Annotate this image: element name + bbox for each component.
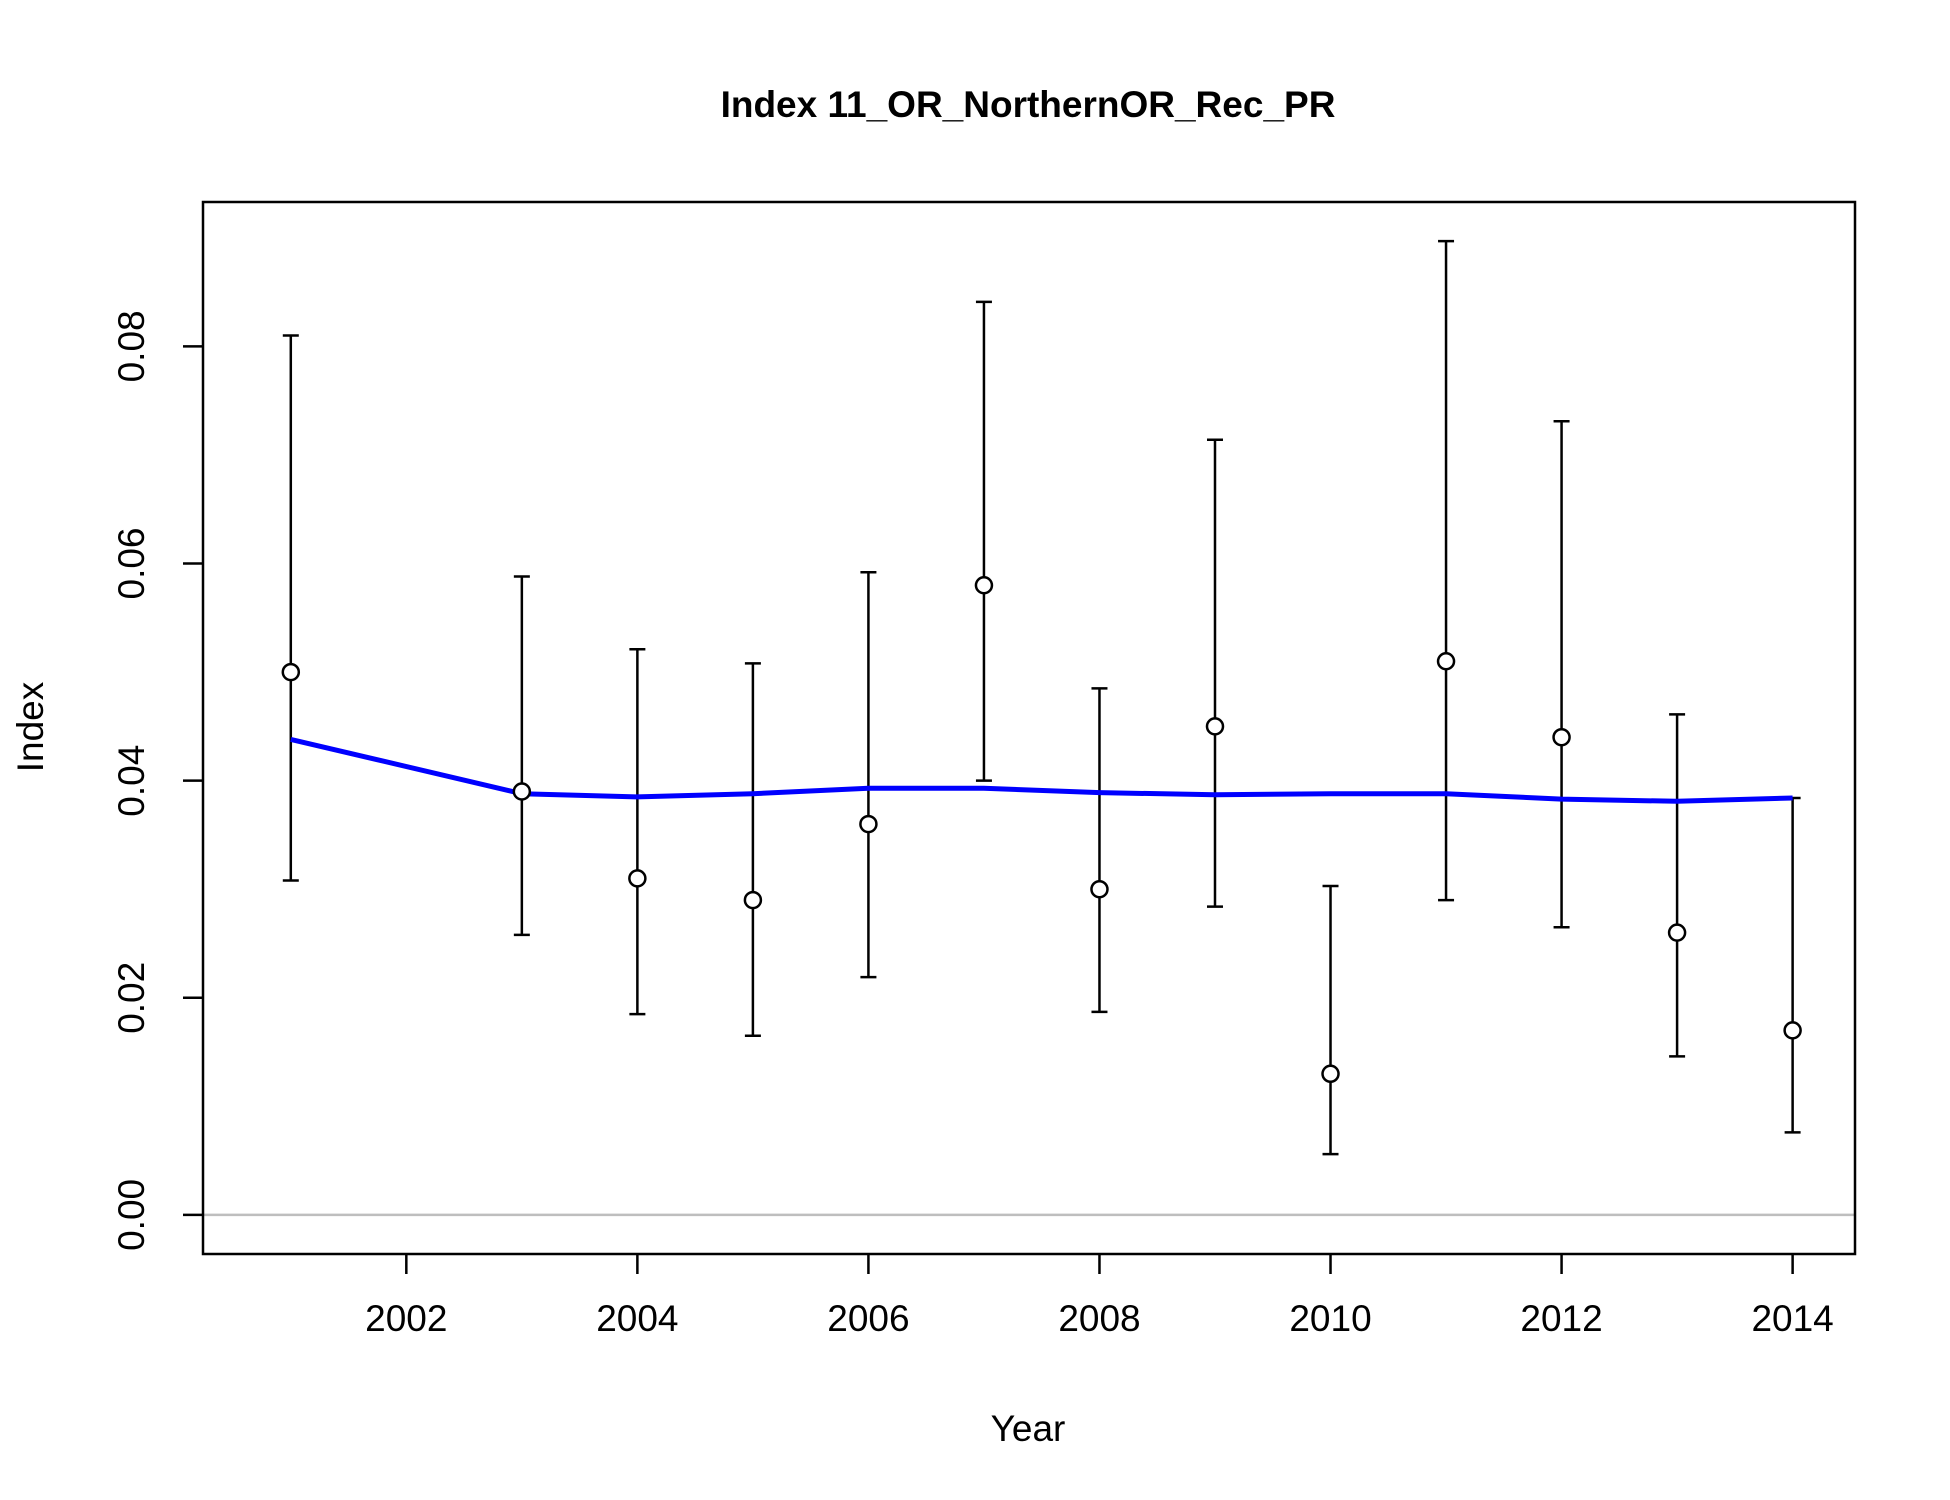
y-tick-label-2: 0.04 bbox=[111, 745, 152, 817]
observed-point-2007 bbox=[974, 575, 994, 595]
x-tick-label-2010: 2010 bbox=[1289, 1298, 1371, 1339]
x-axis-label: Year bbox=[991, 1408, 1066, 1449]
observed-point-2006 bbox=[859, 814, 878, 834]
plot-area: 2002 2004 2006 2008 2010 2012 2014 0.00 0.02 0.04… bbox=[111, 200, 1857, 1339]
y-axis-label: Index bbox=[10, 681, 51, 772]
expected-index-line bbox=[290, 736, 1793, 804]
x-tick-label-2008: 2008 bbox=[1058, 1298, 1140, 1339]
observed-point-2014 bbox=[1783, 1021, 1802, 1040]
plot-frame bbox=[201, 200, 1857, 1256]
x-tick-label-2012: 2012 bbox=[1520, 1298, 1602, 1339]
observed-point-2010 bbox=[1321, 1064, 1340, 1084]
x-tick-label-2004: 2004 bbox=[596, 1298, 678, 1339]
y-tick-label-4: 0.08 bbox=[111, 310, 152, 382]
observed-point-2011 bbox=[1436, 651, 1456, 671]
observed-point-2003 bbox=[512, 782, 532, 801]
observed-point-2012 bbox=[1552, 727, 1571, 747]
x-tick-label-2002: 2002 bbox=[365, 1298, 447, 1339]
observed-point-2008 bbox=[1090, 879, 1109, 899]
observed-point-2005 bbox=[743, 890, 763, 910]
y-tick-label-3: 0.06 bbox=[111, 527, 152, 599]
observed-point-2001 bbox=[281, 662, 301, 682]
y-tick-label-0: 0.00 bbox=[111, 1179, 152, 1251]
x-tick-label-2006: 2006 bbox=[827, 1298, 909, 1339]
observed-point-2013 bbox=[1667, 923, 1687, 942]
observed-point-2004 bbox=[628, 869, 647, 888]
x-tick-label-2014: 2014 bbox=[1751, 1298, 1833, 1339]
chart-title: Index 11_OR_NorthernOR_Rec_PR bbox=[721, 84, 1336, 125]
y-tick-label-1: 0.02 bbox=[111, 962, 152, 1034]
observed-point-2009 bbox=[1205, 717, 1225, 736]
